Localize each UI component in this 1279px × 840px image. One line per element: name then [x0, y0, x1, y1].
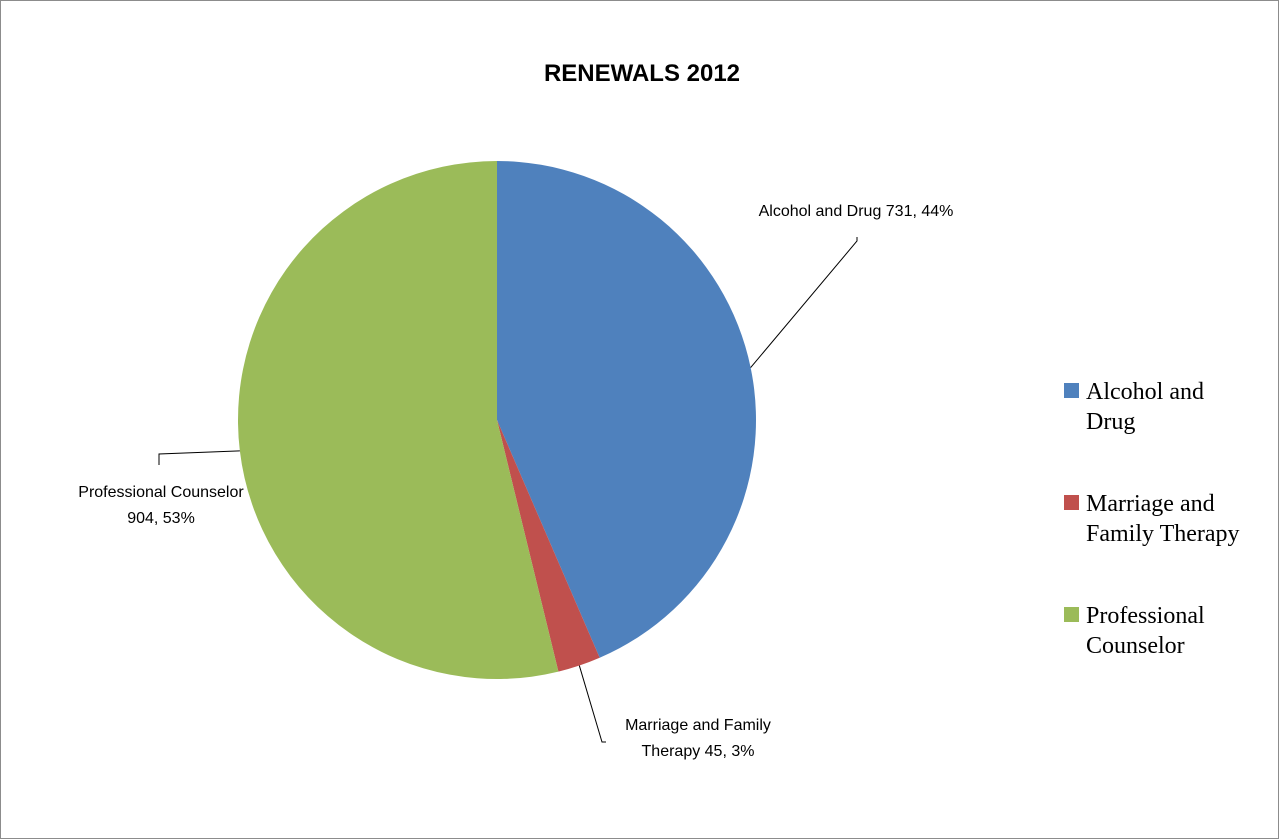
- pie-slice-marriage-and-family-therapy: [497, 420, 600, 672]
- legend-swatch: [1064, 495, 1079, 510]
- legend-label: Professional Counselor: [1086, 603, 1205, 659]
- chart-title: RENEWALS 2012: [544, 60, 740, 87]
- data-label: Alcohol and Drug 731, 44%: [759, 203, 954, 220]
- leader-line: [158, 450, 240, 465]
- data-labels: Alcohol and Drug 731, 44% Marriage and Fa…: [78, 203, 953, 760]
- data-label: Professional Counselor 904, 53%: [78, 484, 244, 527]
- leader-line: [750, 237, 858, 368]
- data-label: Marriage and Family Therapy 45, 3%: [625, 717, 771, 760]
- legend-label: Alcohol and Drug: [1086, 379, 1204, 435]
- legend-label: Marriage and Family Therapy: [1086, 491, 1240, 547]
- pie-slice-professional-counselor: [237, 161, 559, 680]
- pie-slice-alcohol-and-drug: [497, 161, 756, 658]
- leader-lines: [158, 237, 858, 743]
- legend-swatch: [1064, 607, 1079, 622]
- legend-swatch: [1064, 383, 1079, 398]
- legend: Alcohol and Drug Marriage and Family Therap…: [1064, 379, 1240, 659]
- leader-line: [578, 665, 606, 743]
- pie-slices: [237, 161, 756, 680]
